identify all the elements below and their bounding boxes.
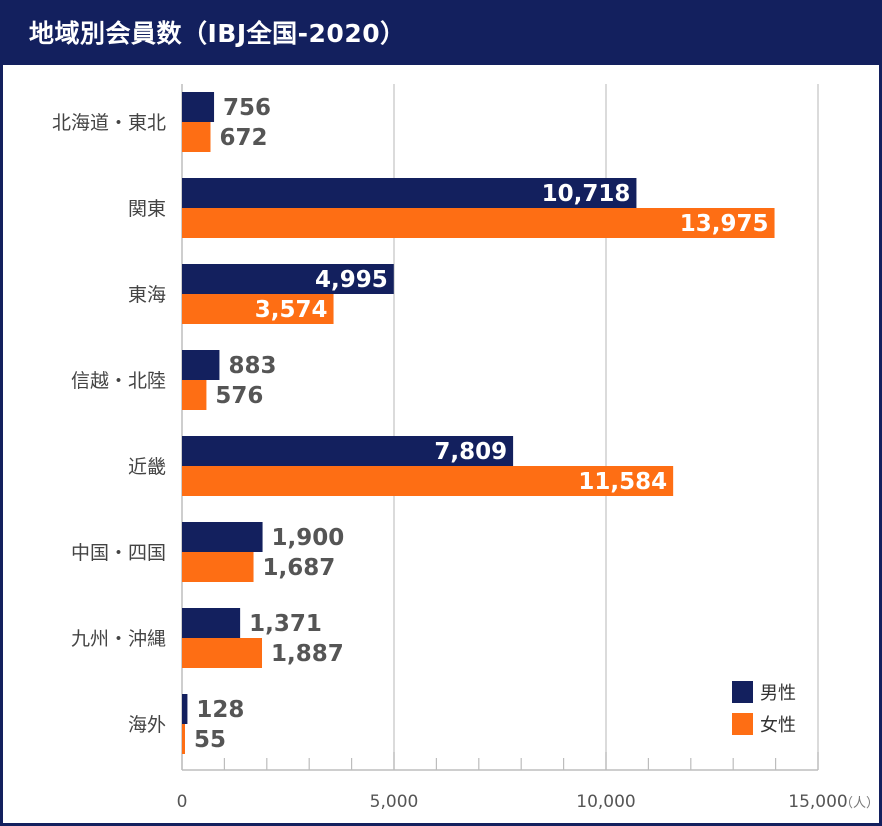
bar (182, 178, 637, 208)
bar (182, 92, 215, 122)
bar (182, 208, 775, 238)
data-label: 10,718 (542, 181, 631, 207)
bar (182, 608, 241, 638)
x-tick-label: 0 (177, 792, 188, 812)
data-label: 3,574 (255, 297, 328, 323)
data-label: 4,995 (315, 267, 388, 293)
data-label: 1,887 (271, 641, 344, 667)
legend-label: 男性 (760, 683, 796, 704)
bar (182, 694, 188, 724)
x-axis-unit: （人） (840, 796, 879, 811)
bar (182, 350, 220, 380)
category-label: 近畿 (128, 456, 166, 478)
data-label: 1,371 (249, 611, 322, 637)
data-label: 672 (219, 125, 267, 151)
data-label: 883 (228, 353, 276, 379)
category-label: 九州・沖縄 (71, 628, 166, 650)
legend-swatch (732, 713, 753, 735)
x-tick-label: 5,000 (370, 792, 419, 812)
bar (182, 522, 263, 552)
data-label: 1,687 (263, 555, 336, 581)
data-label: 7,809 (434, 439, 507, 465)
x-tick-label: 15,000 (788, 792, 847, 812)
data-label: 576 (215, 383, 263, 409)
category-label: 信越・北陸 (71, 370, 166, 392)
data-label: 756 (223, 95, 271, 121)
bar (182, 638, 263, 668)
data-label: 13,975 (680, 211, 769, 237)
data-label: 1,900 (272, 525, 345, 551)
chart-title: 地域別会員数（IBJ全国-2020） (3, 3, 879, 65)
data-label: 11,584 (578, 469, 667, 495)
bar (182, 294, 334, 324)
bar (182, 552, 254, 582)
category-label: 関東 (128, 198, 166, 220)
category-label: 海外 (128, 714, 166, 736)
bar (182, 436, 514, 466)
data-label: 55 (194, 727, 226, 753)
category-label: 中国・四国 (71, 542, 166, 564)
bar (182, 724, 185, 754)
category-label: 北海道・東北 (52, 112, 166, 134)
bar (182, 380, 207, 410)
data-label: 128 (196, 697, 244, 723)
category-label: 東海 (128, 284, 166, 306)
bar (182, 466, 674, 496)
legend-swatch (732, 681, 753, 703)
bar (182, 122, 211, 152)
x-tick-label: 10,000 (576, 792, 635, 812)
legend-label: 女性 (760, 715, 796, 736)
bar (182, 264, 394, 294)
